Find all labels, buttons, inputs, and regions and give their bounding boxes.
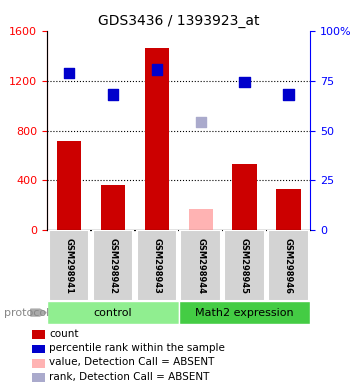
Bar — [47, 301, 179, 324]
Text: GSM298943: GSM298943 — [152, 238, 161, 294]
Text: protocol: protocol — [4, 308, 49, 318]
Bar — [32, 359, 45, 367]
Bar — [49, 230, 89, 301]
Bar — [145, 48, 169, 230]
Bar — [180, 230, 221, 301]
Bar — [232, 164, 257, 230]
Text: percentile rank within the sample: percentile rank within the sample — [49, 343, 225, 353]
Bar — [101, 185, 125, 230]
Point — [110, 91, 116, 98]
Point — [198, 119, 204, 125]
Point — [242, 79, 248, 85]
Bar — [32, 330, 45, 339]
Title: GDS3436 / 1393923_at: GDS3436 / 1393923_at — [98, 14, 260, 28]
Text: count: count — [49, 329, 79, 339]
Bar — [93, 230, 133, 301]
Text: GSM298945: GSM298945 — [240, 238, 249, 294]
Bar — [136, 230, 177, 301]
Bar — [179, 301, 310, 324]
Point — [154, 66, 160, 73]
Bar — [32, 373, 45, 382]
Text: GSM298941: GSM298941 — [64, 238, 73, 294]
Text: Math2 expression: Math2 expression — [195, 308, 294, 318]
Bar — [188, 209, 213, 230]
Point — [286, 91, 291, 98]
Text: GSM298942: GSM298942 — [108, 238, 117, 294]
Text: GSM298944: GSM298944 — [196, 238, 205, 294]
Text: value, Detection Call = ABSENT: value, Detection Call = ABSENT — [49, 358, 215, 367]
Bar — [277, 189, 301, 230]
Text: control: control — [93, 308, 132, 318]
Bar — [268, 230, 309, 301]
Text: rank, Detection Call = ABSENT: rank, Detection Call = ABSENT — [49, 372, 210, 382]
Text: GSM298946: GSM298946 — [284, 238, 293, 294]
Bar — [57, 141, 81, 230]
Bar — [32, 344, 45, 353]
Bar — [225, 230, 265, 301]
Point — [66, 70, 72, 76]
